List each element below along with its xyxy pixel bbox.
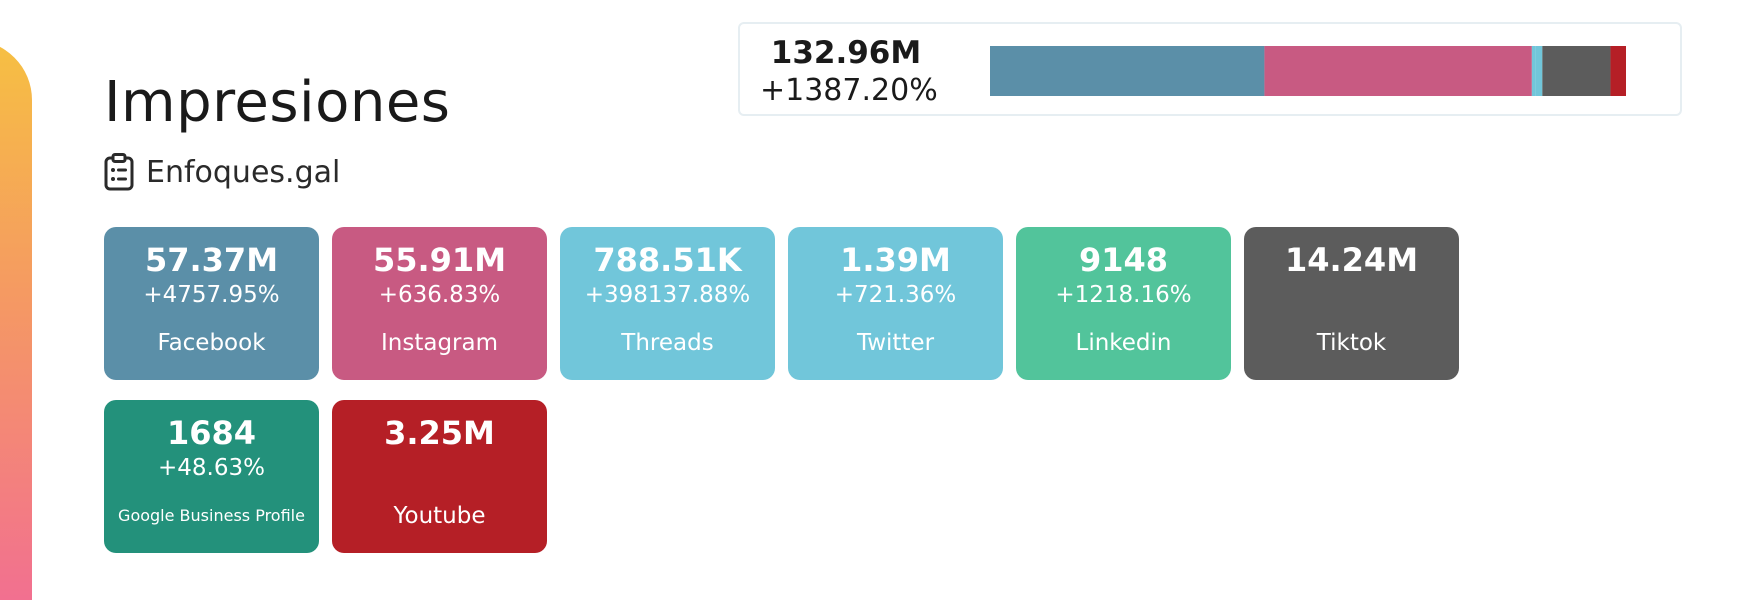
side-accent-bar bbox=[0, 40, 32, 600]
network-card-threads[interactable]: 788.51K +398137.88% Threads bbox=[560, 227, 775, 380]
network-change: +398137.88% bbox=[560, 281, 775, 309]
share-segment-tiktok bbox=[1542, 46, 1610, 96]
network-value: 3.25M bbox=[332, 414, 547, 452]
network-value: 55.91M bbox=[332, 241, 547, 279]
share-segment-youtube bbox=[1610, 46, 1626, 96]
network-card-google-business-profile[interactable]: 1684 +48.63% Google Business Profile bbox=[104, 400, 319, 553]
network-change: +721.36% bbox=[788, 281, 1003, 309]
network-share-bar-chart bbox=[990, 46, 1626, 96]
network-change: +48.63% bbox=[104, 454, 319, 482]
network-value: 1.39M bbox=[788, 241, 1003, 279]
network-name: Threads bbox=[560, 319, 775, 367]
network-card-twitter[interactable]: 1.39M +721.36% Twitter bbox=[788, 227, 1003, 380]
network-value: 788.51K bbox=[560, 241, 775, 279]
network-card-instagram[interactable]: 55.91M +636.83% Instagram bbox=[332, 227, 547, 380]
network-card-facebook[interactable]: 57.37M +4757.95% Facebook bbox=[104, 227, 319, 380]
network-name: Tiktok bbox=[1244, 319, 1459, 367]
network-cards: 57.37M +4757.95% Facebook 55.91M +636.83… bbox=[104, 227, 1684, 553]
total-impressions: 132.96M bbox=[760, 34, 932, 72]
network-share-bar bbox=[990, 46, 1626, 96]
network-change: +1218.16% bbox=[1016, 281, 1231, 309]
clipboard-list-icon bbox=[104, 153, 134, 191]
network-name: Facebook bbox=[104, 319, 319, 367]
network-name: Google Business Profile bbox=[104, 492, 319, 540]
share-segment-instagram bbox=[1264, 46, 1531, 96]
share-segment-threads bbox=[1532, 46, 1536, 96]
network-name: Youtube bbox=[332, 492, 547, 540]
total-change: +1387.20% bbox=[760, 72, 932, 110]
network-change: +4757.95% bbox=[104, 281, 319, 309]
network-name: Linkedin bbox=[1016, 319, 1231, 367]
network-value: 14.24M bbox=[1244, 241, 1459, 279]
summary-panel: 132.96M +1387.20% bbox=[738, 22, 1682, 116]
share-segment-facebook bbox=[990, 46, 1264, 96]
network-name: Instagram bbox=[332, 319, 547, 367]
page-title: Impresiones bbox=[104, 66, 450, 140]
account-label: Enfoques.gal bbox=[104, 150, 340, 194]
network-value: 9148 bbox=[1016, 241, 1231, 279]
summary-totals: 132.96M +1387.20% bbox=[760, 34, 932, 110]
network-card-linkedin[interactable]: 9148 +1218.16% Linkedin bbox=[1016, 227, 1231, 380]
account-name: Enfoques.gal bbox=[146, 155, 340, 190]
network-value: 1684 bbox=[104, 414, 319, 452]
share-segment-twitter bbox=[1536, 46, 1543, 96]
network-name: Twitter bbox=[788, 319, 1003, 367]
network-value: 57.37M bbox=[104, 241, 319, 279]
network-card-youtube[interactable]: 3.25M Youtube bbox=[332, 400, 547, 553]
network-change: +636.83% bbox=[332, 281, 547, 309]
network-card-tiktok[interactable]: 14.24M Tiktok bbox=[1244, 227, 1459, 380]
